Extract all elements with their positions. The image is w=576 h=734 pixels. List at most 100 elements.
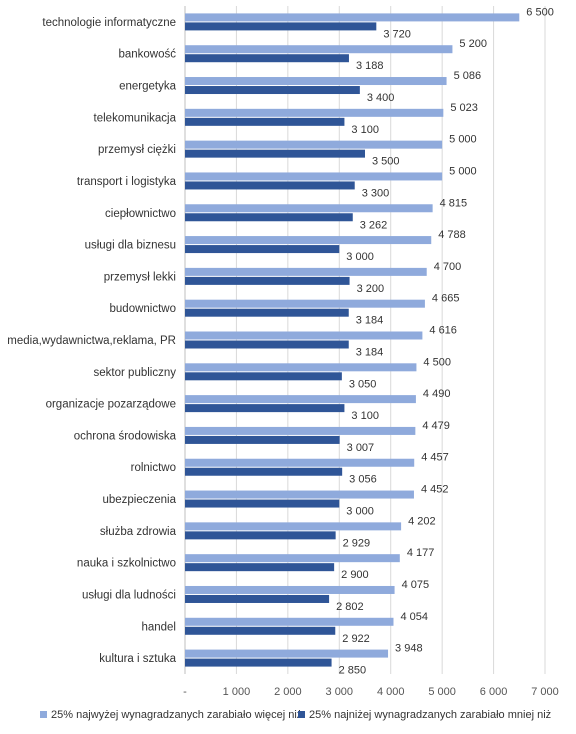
- category-label: technologie informatyczne: [42, 17, 176, 29]
- bar-bottom25: [185, 499, 340, 508]
- bar-bottom25: [185, 626, 336, 635]
- category-label: ochrona środowiska: [74, 430, 177, 442]
- bar-top25: [185, 585, 395, 594]
- data-label: 3 000: [346, 251, 374, 263]
- category-label: rolnictwo: [131, 462, 176, 474]
- bar-bottom25: [185, 594, 330, 603]
- data-label: 3 948: [395, 643, 423, 655]
- bar-bottom25: [185, 563, 335, 572]
- category-label: przemysł ciężki: [98, 144, 176, 156]
- data-label: 4 202: [408, 515, 436, 527]
- bar-top25: [185, 331, 423, 340]
- bar-top25: [185, 267, 427, 276]
- data-label: 2 922: [342, 633, 370, 645]
- data-label: 3 056: [349, 474, 377, 486]
- bar-bottom25: [185, 213, 353, 222]
- category-label: sektor publiczny: [94, 367, 177, 379]
- bar-top25: [185, 554, 400, 563]
- category-label: przemysł lekki: [104, 271, 176, 283]
- bar-bottom25: [185, 467, 343, 476]
- category-label: bankowość: [118, 49, 176, 61]
- legend-swatch: [40, 711, 47, 718]
- bar-bottom25: [185, 372, 342, 381]
- data-label: 3 007: [347, 442, 375, 454]
- x-tick-label: 4 000: [377, 686, 405, 698]
- data-label: 4 452: [421, 484, 449, 496]
- legend-label: 25% najwyżej wynagradzanych zarabiało wi…: [51, 709, 302, 721]
- bar-bottom25: [185, 149, 365, 158]
- category-label: telekomunikacja: [94, 112, 177, 124]
- data-label: 3 500: [372, 156, 400, 168]
- data-label: 4 616: [429, 325, 457, 337]
- data-label: 2 900: [341, 569, 369, 581]
- bar-bottom25: [185, 22, 377, 31]
- data-label: 3 000: [346, 506, 374, 518]
- data-label: 3 262: [360, 219, 388, 231]
- bar-top25: [185, 45, 453, 54]
- category-label: kultura i sztuka: [99, 653, 176, 665]
- bar-top25: [185, 236, 432, 245]
- bar-top25: [185, 395, 416, 404]
- data-label: 2 929: [343, 537, 371, 549]
- x-tick-label: 5 000: [428, 686, 456, 698]
- data-label: 4 700: [434, 261, 462, 273]
- category-label: handel: [141, 621, 176, 633]
- x-tick-label: 2 000: [274, 686, 302, 698]
- data-label: 3 400: [367, 92, 395, 104]
- data-label: 4 788: [438, 229, 466, 241]
- bar-top25: [185, 172, 443, 181]
- data-label: 3 184: [356, 347, 384, 359]
- category-labels: technologie informatyczne bankowość energe…: [7, 17, 176, 665]
- data-label: 4 075: [402, 579, 430, 591]
- bar-bottom25: [185, 531, 336, 540]
- bar-top25: [185, 363, 417, 372]
- data-label: 6 500: [526, 6, 554, 18]
- bar-top25: [185, 77, 447, 86]
- bar-bottom25: [185, 308, 349, 317]
- bar-bottom25: [185, 117, 345, 126]
- category-label: usługi dla biznesu: [85, 240, 176, 252]
- bar-top25: [185, 649, 389, 658]
- data-labels: 6 500 3 720 5 200 3 188 5 086 3 400 5 023 3 100…: [336, 6, 554, 676]
- data-label: 4 479: [422, 420, 450, 432]
- data-label: 5 200: [459, 38, 487, 50]
- legend-label: 25% najniżej wynagradzanych zarabiało mn…: [309, 709, 551, 721]
- data-label: 3 200: [357, 283, 385, 295]
- category-label: ciepłownictwo: [105, 208, 176, 220]
- category-label: usługi dla ludności: [82, 589, 176, 601]
- bar-top25: [185, 490, 414, 499]
- bar-top25: [185, 522, 402, 531]
- data-label: 5 000: [449, 134, 477, 146]
- x-axis-ticks: - 1 000 2 000 3 000 4 000 5 000 6 000 7 000: [183, 686, 559, 698]
- bar-top25: [185, 204, 433, 213]
- bar-top25: [185, 617, 394, 626]
- data-label: 3 300: [362, 187, 390, 199]
- x-tick-label: -: [183, 686, 187, 698]
- category-label: transport i logistyka: [77, 176, 177, 188]
- bar-top25: [185, 458, 415, 467]
- bar-bottom25: [185, 404, 345, 413]
- data-label: 5 023: [450, 102, 478, 114]
- bars: [185, 13, 520, 667]
- data-label: 2 802: [336, 601, 364, 613]
- data-label: 4 500: [423, 356, 451, 368]
- data-label: 3 100: [351, 410, 379, 422]
- bar-top25: [185, 299, 425, 308]
- data-label: 3 188: [356, 60, 384, 72]
- category-label: media,wydawnictwa,reklama, PR: [7, 335, 176, 347]
- data-label: 3 050: [349, 378, 377, 390]
- category-label: nauka i szkolnictwo: [77, 558, 176, 570]
- x-tick-label: 3 000: [326, 686, 354, 698]
- category-label: ubezpieczenia: [102, 494, 176, 506]
- data-label: 4 177: [407, 547, 435, 559]
- bar-bottom25: [185, 435, 340, 444]
- category-label: energetyka: [119, 81, 177, 93]
- category-label: budownictwo: [110, 303, 176, 315]
- x-tick-label: 7 000: [531, 686, 559, 698]
- x-tick-label: 1 000: [223, 686, 251, 698]
- bar-bottom25: [185, 181, 355, 190]
- data-label: 4 054: [400, 611, 428, 623]
- data-label: 4 815: [440, 197, 468, 209]
- data-label: 5 000: [449, 165, 477, 177]
